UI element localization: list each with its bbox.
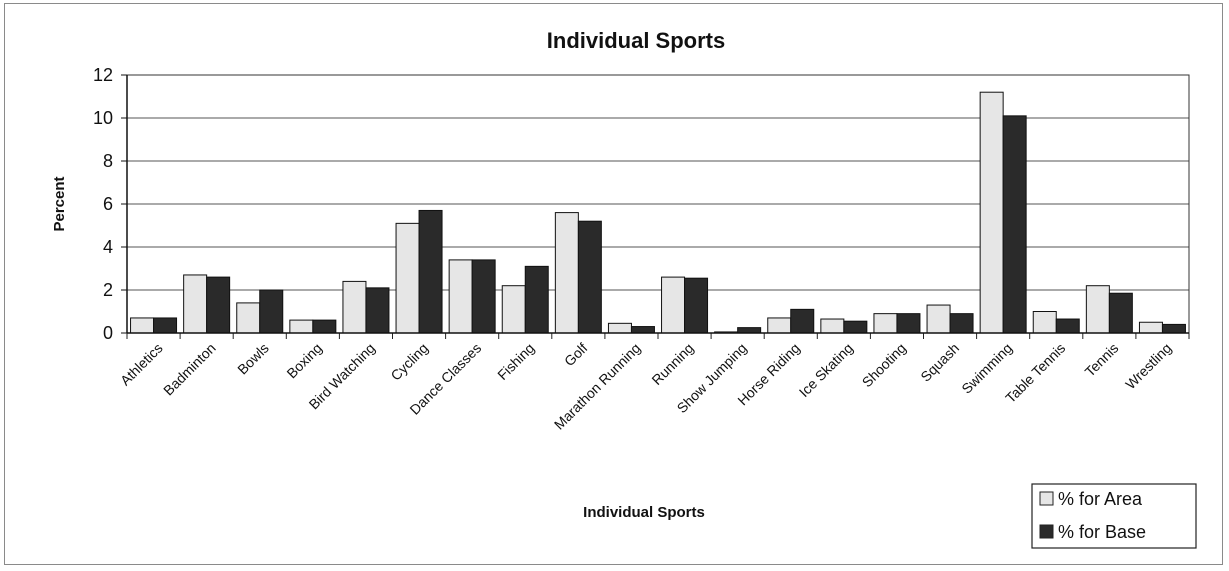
y-tick-label: 6 (103, 194, 113, 214)
y-tick-label: 4 (103, 237, 113, 257)
bar-base (1002, 115, 1027, 334)
bar-area (130, 317, 155, 334)
y-tick-label: 10 (93, 108, 113, 128)
bar-base (790, 308, 815, 334)
bar-base (896, 313, 921, 334)
bar-area (448, 259, 473, 334)
bar-base (418, 209, 443, 334)
legend-swatch-base (1039, 524, 1054, 539)
x-category-label: Squash (917, 340, 962, 385)
x-axis-title: Individual Sports (583, 504, 705, 521)
axes (121, 74, 1190, 339)
x-category-label: Fishing (494, 340, 537, 383)
bar-area (1085, 285, 1110, 334)
chart-title: Individual Sports (547, 28, 725, 53)
legend-label-area: % for Area (1058, 489, 1143, 509)
bar-base (630, 326, 655, 334)
bar-area (236, 302, 261, 334)
bar-base (1055, 318, 1080, 334)
x-category-label: Ice Skating (796, 340, 856, 400)
x-category-label: Tennis (1082, 340, 1122, 380)
bar-area (289, 319, 314, 334)
gridlines (127, 74, 1189, 291)
bar-base (949, 313, 974, 334)
bar-base (524, 265, 549, 334)
bar-area (820, 318, 845, 334)
y-tick-labels: 0 2 4 6 8 10 12 (93, 65, 113, 343)
y-axis-title: Percent (51, 176, 68, 231)
bar-area (395, 222, 420, 334)
legend-swatch-area (1039, 491, 1054, 506)
legend: % for Area % for Base (1031, 483, 1197, 549)
bar-area (342, 280, 367, 334)
bar-area (1138, 321, 1163, 334)
bar-area (767, 317, 792, 334)
bar-area (554, 212, 579, 334)
x-category-label: Badminton (160, 340, 219, 399)
bar-base (684, 277, 709, 334)
x-category-label: Running (648, 340, 696, 388)
bar-base (153, 317, 178, 334)
bar-base (259, 289, 284, 334)
bar-area (183, 274, 208, 334)
legend-label-base: % for Base (1058, 522, 1146, 542)
x-category-label: Athletics (117, 340, 166, 389)
y-tick-label: 2 (103, 280, 113, 300)
x-category-label: Shooting (859, 340, 909, 390)
bar-base (843, 320, 868, 334)
x-category-label: Golf (561, 340, 591, 370)
bar-base (206, 276, 231, 334)
y-tick-label: 0 (103, 323, 113, 343)
bar-base (1108, 292, 1133, 334)
bar-base (365, 287, 390, 334)
bar-area (661, 276, 686, 334)
y-tick-label: 12 (93, 65, 113, 85)
bar-base (471, 259, 496, 334)
x-category-label: Bowls (234, 340, 272, 378)
bar-area (926, 304, 951, 334)
bar-area (873, 313, 898, 334)
bar-area (607, 322, 632, 334)
bar-base (737, 327, 762, 334)
bar-base (1161, 323, 1186, 334)
bar-base (312, 319, 337, 334)
bars (130, 91, 1186, 334)
bar-area (979, 91, 1004, 334)
x-category-label: Swimming (958, 340, 1015, 397)
x-category-label: Boxing (283, 340, 325, 382)
bar-area (501, 285, 526, 334)
legend-box (1031, 483, 1197, 549)
y-tick-label: 8 (103, 151, 113, 171)
bar-area (1032, 311, 1057, 334)
bar-base (577, 220, 602, 334)
x-category-label: Wrestling (1122, 340, 1174, 392)
x-category-label: Cycling (387, 340, 431, 384)
